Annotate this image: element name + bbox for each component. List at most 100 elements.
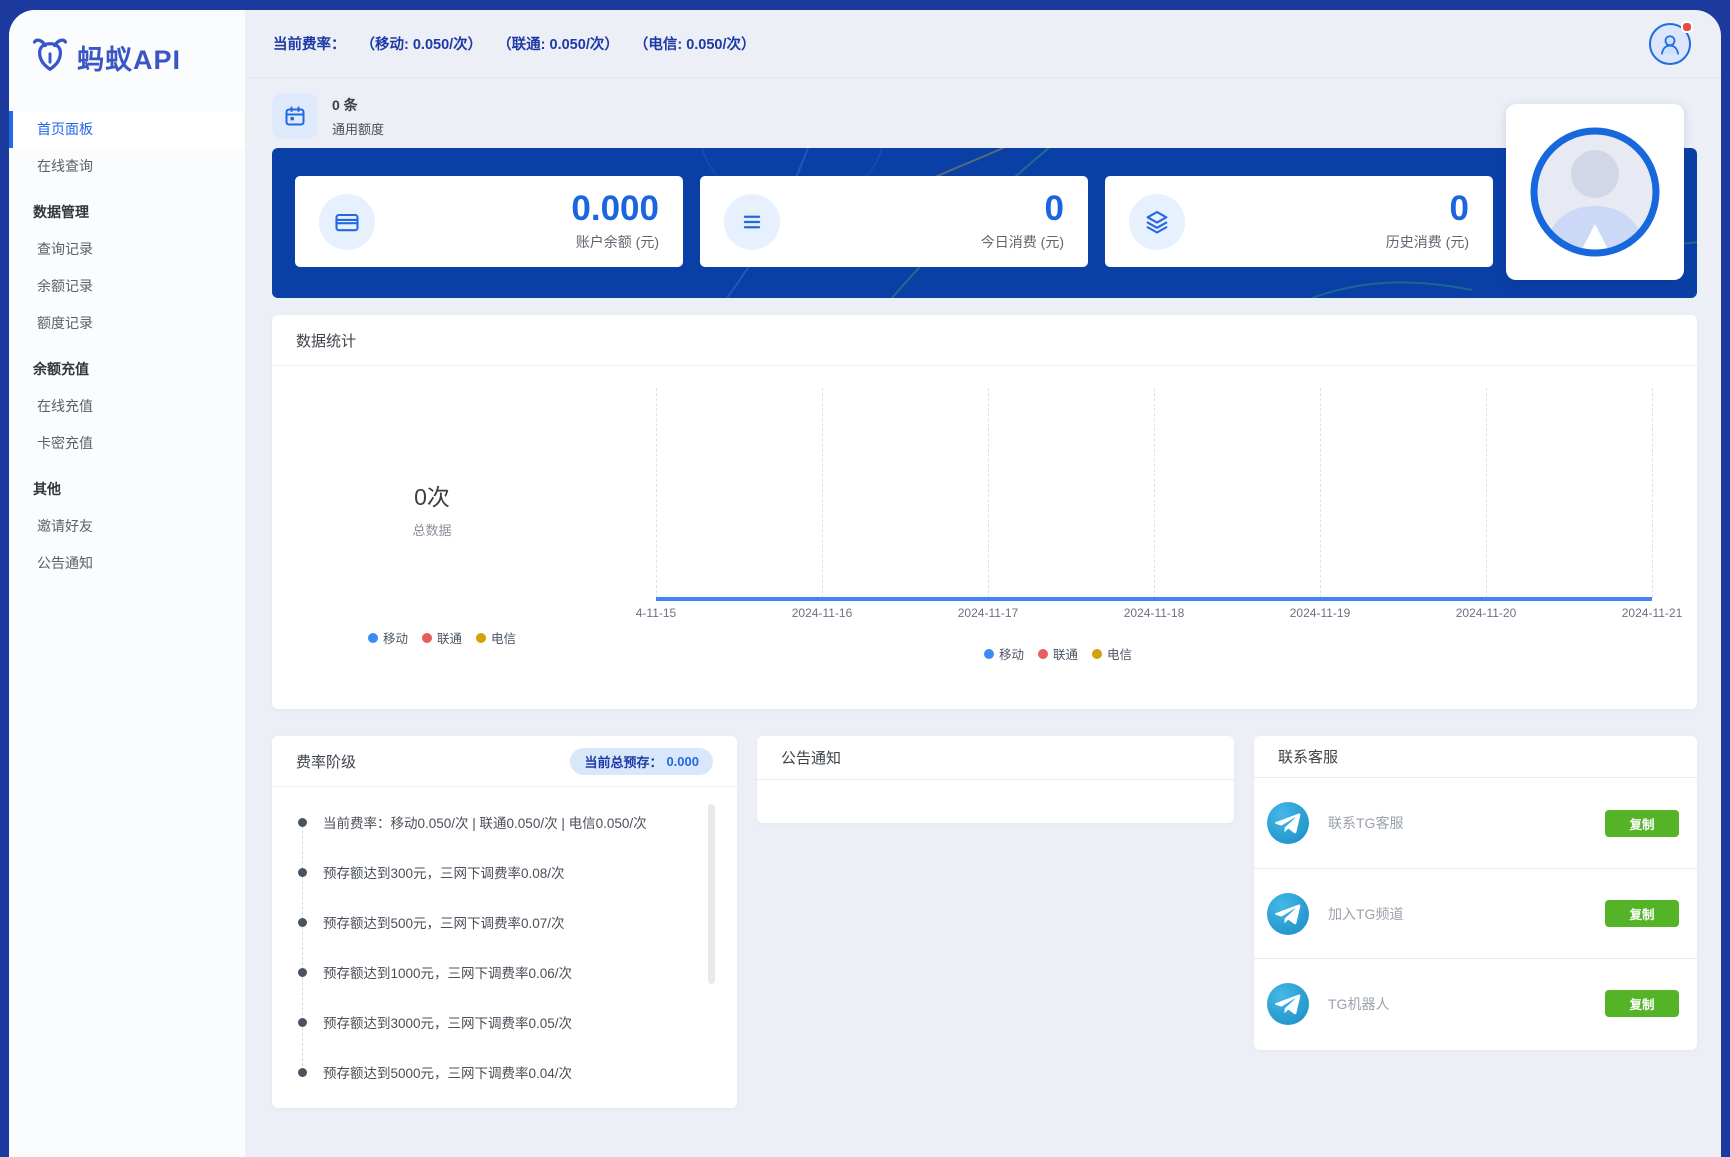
- rate-tier-item: 预存额达到1000元，三网下调费率0.06/次: [272, 947, 737, 997]
- x-tick: 2024-11-17: [957, 606, 1019, 620]
- notice-title: 公告通知: [781, 750, 842, 767]
- copy-button[interactable]: 复制: [1605, 990, 1679, 1017]
- bottom-cards-row: 费率阶级 当前总预存： 0.000 当前费率：移动0.050/次 | 联通0.0…: [272, 736, 1697, 1108]
- support-label: 联系TG客服: [1328, 815, 1404, 831]
- donut-legend: 移动 联通 电信: [368, 628, 516, 647]
- chart-area: 0次 总数据 4-11-15 2024-11-16 2024-11-17 202…: [272, 366, 1697, 708]
- rate-tier-item: 预存额达到300元，三网下调费率0.08/次: [272, 847, 737, 897]
- legend-dot-telecom: [1092, 648, 1103, 659]
- sidebar-nav: 首页面板 在线查询 数据管理 查询记录 余额记录 额度记录 余额充值 在线充值 …: [9, 103, 245, 582]
- list-icon: [724, 193, 780, 250]
- telegram-icon: [1266, 982, 1310, 1026]
- sidebar-item-home[interactable]: 首页面板: [9, 111, 245, 148]
- data-statistics-card: 数据统计 0次 总数据 4-11-15 2024-: [272, 315, 1697, 709]
- legend-dot-mobile: [368, 632, 378, 643]
- today-spend-value: 0: [1044, 189, 1064, 228]
- chart-gridline: [822, 388, 823, 598]
- x-tick: 2024-11-20: [1455, 606, 1517, 620]
- stat-card-balance: 0.000 账户余额 (元): [295, 176, 683, 267]
- timeline-dot: [298, 967, 307, 977]
- rate-telecom: （电信: 0.050/次）: [633, 37, 756, 53]
- sidebar-item-balance-records[interactable]: 余额记录: [37, 278, 93, 294]
- rate-mobile: （移动: 0.050/次）: [360, 37, 483, 53]
- notification-badge: [1681, 20, 1693, 33]
- legend-telecom[interactable]: 电信: [476, 628, 516, 647]
- telegram-icon: [1266, 892, 1310, 936]
- topbar: 当前费率： （移动: 0.050/次） （联通: 0.050/次） （电信: 0…: [245, 10, 1721, 78]
- profile-avatar-image: [1530, 127, 1660, 257]
- balance-value: 0.000: [571, 189, 659, 228]
- sidebar: 蚂蚁API 首页面板 在线查询 数据管理 查询记录 余额记录 额度记录 余额充值…: [9, 10, 245, 1157]
- logo[interactable]: 蚂蚁API: [9, 10, 245, 103]
- rate-tiers-title: 费率阶级: [296, 753, 357, 771]
- main-area: 当前费率： （移动: 0.050/次） （联通: 0.050/次） （电信: 0…: [245, 10, 1721, 1157]
- ant-logo-icon: [31, 36, 69, 79]
- timeline-dot: [298, 917, 307, 927]
- sidebar-section-other: 其他: [33, 481, 61, 497]
- legend-mobile[interactable]: 移动: [984, 644, 1024, 663]
- chart-gridline: [1154, 388, 1155, 598]
- contact-support-card: 联系客服 联系TG客服: [1254, 736, 1697, 1050]
- legend-telecom[interactable]: 电信: [1092, 644, 1132, 663]
- copy-button[interactable]: 复制: [1605, 809, 1679, 837]
- stats-banner: 0.000 账户余额 (元) 0 今日消费 (元): [272, 104, 1697, 298]
- x-tick: 2024-11-16: [791, 606, 853, 620]
- zero-value-line: [656, 597, 1652, 601]
- support-label: 加入TG频道: [1328, 905, 1404, 922]
- donut-center-label: 0次 总数据: [352, 478, 512, 539]
- sidebar-item-card-recharge[interactable]: 卡密充值: [37, 435, 93, 451]
- copy-button[interactable]: 复制: [1605, 900, 1679, 927]
- sidebar-item-online-query[interactable]: 在线查询: [37, 158, 93, 174]
- total-count: 0次: [414, 484, 450, 510]
- timeline-dot: [298, 817, 307, 827]
- calendar-icon: [272, 93, 318, 139]
- timeline-dot: [298, 1067, 307, 1077]
- rate-unicom: （联通: 0.050/次）: [497, 37, 619, 53]
- rate-tier-item: 当前费率：移动0.050/次 | 联通0.050/次 | 电信0.050/次: [272, 797, 737, 847]
- telegram-icon: [1266, 801, 1310, 845]
- current-rates: 当前费率： （移动: 0.050/次） （联通: 0.050/次） （电信: 0…: [273, 33, 756, 54]
- rate-tiers-card: 费率阶级 当前总预存： 0.000 当前费率：移动0.050/次 | 联通0.0…: [272, 736, 737, 1108]
- line-chart-legend: 移动 联通 电信: [984, 644, 1132, 663]
- sidebar-section-data: 数据管理: [33, 204, 89, 220]
- support-title: 联系客服: [1278, 749, 1339, 766]
- balance-label: 账户余额 (元): [575, 234, 659, 250]
- legend-unicom[interactable]: 联通: [1038, 644, 1078, 663]
- sidebar-section-recharge: 余额充值: [33, 361, 89, 377]
- rate-tier-item: 预存额达到3000元，三网下调费率0.05/次: [272, 997, 737, 1047]
- credit-card-icon: [319, 193, 375, 250]
- sidebar-item-query-records[interactable]: 查询记录: [37, 241, 93, 257]
- x-tick: 2024-11-19: [1289, 606, 1351, 620]
- history-spend-value: 0: [1449, 189, 1469, 228]
- scrollbar-thumb[interactable]: [708, 804, 715, 984]
- legend-mobile[interactable]: 移动: [368, 628, 408, 647]
- stat-card-history: 0 历史消费 (元): [1105, 176, 1493, 267]
- rate-tier-timeline: 当前费率：移动0.050/次 | 联通0.050/次 | 电信0.050/次 预…: [272, 797, 737, 1097]
- legend-dot-unicom: [1038, 648, 1049, 659]
- user-avatar-button[interactable]: [1649, 20, 1693, 65]
- legend-dot-unicom: [422, 632, 433, 643]
- support-row-tg-service: 联系TG客服 复制: [1254, 778, 1697, 868]
- sidebar-item-quota-records[interactable]: 额度记录: [37, 315, 93, 331]
- rates-label: 当前费率：: [273, 37, 346, 53]
- history-spend-label: 历史消费 (元): [1385, 234, 1469, 250]
- sidebar-item-notice[interactable]: 公告通知: [37, 555, 93, 571]
- sidebar-item-online-recharge[interactable]: 在线充值: [37, 398, 93, 414]
- sidebar-item-invite[interactable]: 邀请好友: [37, 518, 93, 534]
- chart-gridline: [1320, 388, 1321, 598]
- total-count-label: 总数据: [412, 523, 452, 538]
- x-tick: 2024-11-18: [1123, 606, 1185, 620]
- app-window: 蚂蚁API 首页面板 在线查询 数据管理 查询记录 余额记录 额度记录 余额充值…: [9, 10, 1721, 1157]
- rate-tier-item: 预存额达到5000元，三网下调费率0.04/次: [272, 1047, 737, 1097]
- logo-text: 蚂蚁API: [77, 45, 182, 75]
- support-row-tg-channel: 加入TG频道 复制: [1254, 868, 1697, 958]
- timeline-dot: [298, 1017, 307, 1027]
- legend-unicom[interactable]: 联通: [422, 628, 462, 647]
- legend-dot-mobile: [984, 648, 994, 659]
- legend-dot-telecom: [476, 632, 487, 643]
- support-label: TG机器人: [1328, 995, 1390, 1012]
- chart-gridline: [988, 388, 989, 598]
- quota-row: 0 条 通用额度: [272, 92, 1697, 140]
- support-row-tg-bot: TG机器人 复制: [1254, 958, 1697, 1048]
- notice-card: 公告通知: [757, 736, 1234, 823]
